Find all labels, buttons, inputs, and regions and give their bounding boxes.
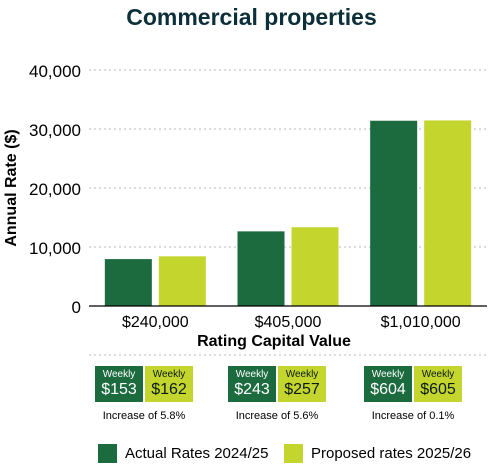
- weekly-proposed-value: $605: [420, 381, 456, 398]
- y-tick-label: 20,000: [29, 180, 81, 199]
- weekly-actual-box: Weekly $153: [95, 366, 143, 402]
- y-tick-label: 0: [72, 298, 81, 317]
- weekly-group-2: Weekly $243 Weekly $257 Increase of 5.6%: [228, 366, 328, 422]
- legend-label-actual: Actual Rates 2024/25: [125, 445, 269, 462]
- bar-chart: 0 10,000 20,000 30,000 40,000 Annual Rate ($)…: [3, 62, 487, 356]
- legend-swatch-actual: [98, 444, 117, 463]
- weekly-proposed-value: $257: [284, 381, 320, 398]
- increase-text: Increase of 0.1%: [371, 410, 455, 422]
- weekly-proposed-label: Weekly: [421, 369, 455, 380]
- y-tick-label: 10,000: [29, 239, 81, 258]
- weekly-actual-value: $153: [101, 381, 137, 398]
- x-tick-label: $405,000: [255, 314, 322, 331]
- weekly-actual-label: Weekly: [102, 369, 136, 380]
- y-tick-label: 30,000: [29, 121, 81, 140]
- bar-actual: [370, 120, 418, 307]
- bar-proposed: [158, 256, 206, 306]
- weekly-actual-value: $243: [234, 381, 270, 398]
- legend-label-proposed: Proposed rates 2025/26: [311, 445, 472, 462]
- increase-text: Increase of 5.6%: [235, 410, 319, 422]
- legend-item-actual: Actual Rates 2024/25: [98, 444, 268, 463]
- weekly-proposed-box: Weekly $605: [414, 366, 462, 402]
- weekly-summary: Weekly $153 Weekly $162 Increase of 5.8%…: [90, 366, 490, 426]
- weekly-group-3: Weekly $604 Weekly $605 Increase of 0.1%: [364, 366, 464, 422]
- x-axis-label: Rating Capital Value: [197, 333, 351, 350]
- legend-item-proposed: Proposed rates 2025/26: [284, 444, 471, 463]
- legend-swatch-proposed: [284, 444, 303, 463]
- bar-actual: [237, 231, 285, 306]
- weekly-group-1: Weekly $153 Weekly $162 Increase of 5.8%: [95, 366, 195, 422]
- x-tick-label: $240,000: [122, 314, 189, 331]
- chart-title: Commercial properties: [126, 4, 377, 30]
- y-tick-label: 40,000: [29, 62, 81, 81]
- weekly-proposed-box: Weekly $257: [278, 366, 326, 402]
- weekly-actual-box: Weekly $243: [228, 366, 276, 402]
- weekly-proposed-box: Weekly $162: [145, 366, 193, 402]
- bar-proposed: [424, 120, 472, 306]
- weekly-proposed-value: $162: [151, 381, 187, 398]
- weekly-proposed-label: Weekly: [285, 369, 319, 380]
- weekly-actual-label: Weekly: [235, 369, 269, 380]
- weekly-proposed-label: Weekly: [152, 369, 186, 380]
- y-axis-label: Annual Rate ($): [3, 129, 20, 246]
- weekly-actual-box: Weekly $604: [364, 366, 412, 402]
- increase-text: Increase of 5.8%: [102, 410, 186, 422]
- weekly-actual-value: $604: [370, 381, 406, 398]
- x-tick-label: $1,010,000: [381, 314, 461, 331]
- bar-actual: [104, 259, 152, 306]
- chart-legend: Actual Rates 2024/25 Proposed rates 2025…: [0, 444, 503, 468]
- bar-proposed: [291, 227, 339, 306]
- weekly-actual-label: Weekly: [371, 369, 405, 380]
